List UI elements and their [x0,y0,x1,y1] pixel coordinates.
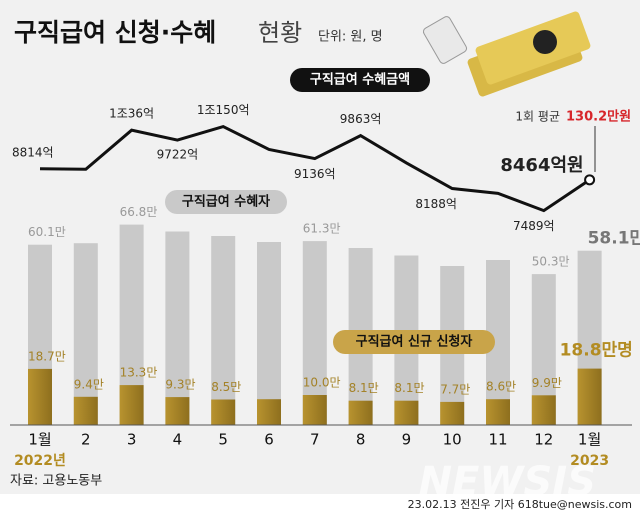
chart-title: 구직급여 신청·수혜 [14,18,216,47]
unit-label: 단위: 원, 명 [318,30,383,45]
x-tick-label: 8 [356,431,366,449]
data-label: 50.3만 [532,255,570,269]
year-label: 2023 [570,453,609,469]
data-label: 8814억 [12,145,54,159]
x-tick-label: 1월 [578,431,601,449]
data-label: 60.1만 [28,225,66,239]
bar [257,399,281,425]
bar [211,399,236,425]
average-value: 130.2만원 [566,109,631,125]
x-tick-label: 9 [402,431,412,449]
x-tick-label: 12 [534,431,553,449]
bar [394,400,419,425]
bar [73,396,98,425]
credit: 23.02.13 전진우 기자 618tue@newsis.com [408,498,632,511]
x-tick-label: 4 [173,431,183,449]
data-label: 8464억원 [500,155,583,176]
data-label: 61.3만 [303,222,341,236]
bar [165,397,190,425]
footer-strip [0,494,640,516]
bar [577,368,602,425]
bar [531,395,556,425]
bar [73,243,98,425]
data-label: 9722억 [157,148,199,162]
bar [257,242,281,425]
bar [486,399,510,425]
data-label: 9136억 [294,167,336,181]
data-label: 8.1만 [349,381,379,395]
data-label: 13.3만 [120,366,158,380]
watermark: NEWSIS [419,459,596,505]
x-tick-label: 7 [310,431,320,449]
year-label: 2022년 [14,453,66,469]
data-label: 10.0만 [303,376,341,390]
bar [28,368,52,425]
x-tick-label: 3 [127,431,137,449]
bar [211,236,236,425]
source: 자료: 고용노동부 [10,474,102,489]
money-icon [422,11,591,97]
x-tick-label: 6 [264,431,274,449]
bar [165,231,190,425]
x-tick-label: 2 [81,431,91,449]
legend-pill [165,190,287,214]
data-label: 9.3만 [165,378,195,392]
data-label: 9.9만 [532,376,562,390]
bar [119,385,144,425]
legend-pill [333,330,495,354]
legend-label: 구직급여 신규 신청자 [356,334,473,350]
data-label: 8.1만 [394,381,424,395]
line [39,124,591,213]
legend-label: 구직급여 수혜금액 [310,72,410,88]
x-tick-label: 10 [443,431,462,449]
chart-title-suffix: 현황 [258,19,302,47]
average-label: 1회 평균 [515,110,560,124]
data-label: 18.7만 [28,349,66,363]
data-label: 7489억 [513,219,555,233]
data-label: 8188억 [415,197,457,211]
x-tick-label: 5 [218,431,228,449]
data-label: 7.7만 [440,382,470,396]
end-marker [584,174,596,186]
data-label: 9863억 [340,112,382,126]
data-label: 1조36억 [109,107,154,121]
data-label: 18.8만명 [560,341,633,361]
legend-pill [290,68,430,92]
legend-label: 구직급여 수혜자 [182,194,270,210]
data-label: 8.5만 [211,380,241,394]
bar [348,400,373,425]
data-label: 66.8만 [120,205,158,219]
x-tick-label: 1월 [28,431,51,449]
bar [302,395,327,425]
bar [440,401,465,425]
data-label: 1조150억 [197,103,250,117]
data-label: 9.4만 [74,377,104,391]
x-tick-label: 11 [488,431,507,449]
data-label: 8.6만 [486,380,516,394]
bar [302,241,327,425]
data-label: 58.1만명 [588,229,640,249]
